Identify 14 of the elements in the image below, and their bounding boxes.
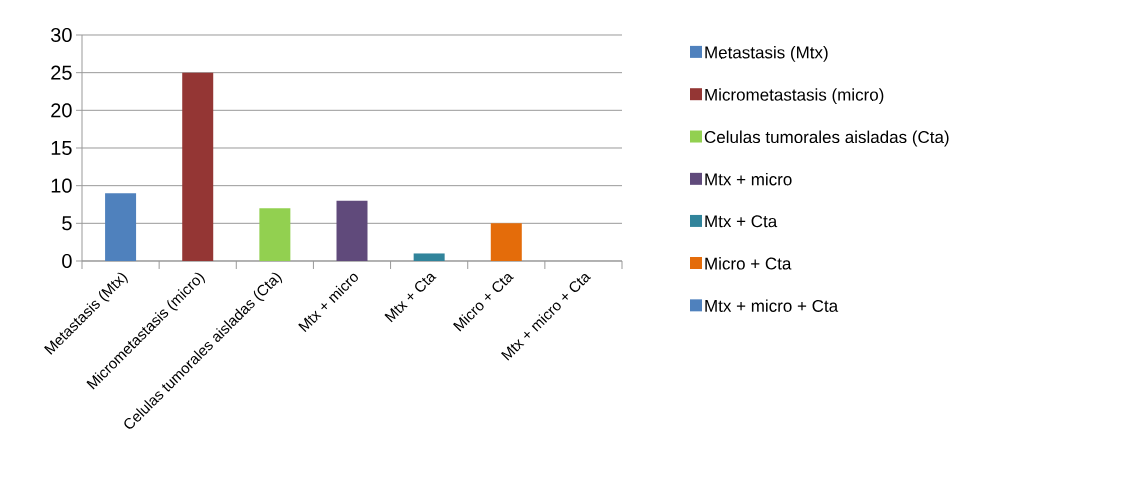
legend-label: Celulas tumorales aisladas (Cta)	[704, 130, 949, 147]
y-tick-label: 30	[51, 27, 72, 43]
y-tick-label: 10	[51, 178, 72, 193]
y-tick-label: 0	[62, 253, 72, 269]
x-tick-label: Mtx + Cta	[384, 273, 437, 323]
y-tick-label: 20	[51, 103, 72, 118]
legend-label: Mtx + micro	[705, 172, 792, 186]
legend-label: Mtx + Cta	[705, 215, 778, 228]
y-tick-label: 5	[62, 216, 72, 231]
legend-label: Micrometastasis (micro)	[705, 88, 884, 105]
y-tick-label: 15	[51, 141, 72, 155]
y-tick-label: 25	[51, 65, 72, 80]
legend-label: Micro + Cta	[705, 257, 792, 270]
legend-label: Metastasis (Mtx)	[705, 45, 828, 62]
